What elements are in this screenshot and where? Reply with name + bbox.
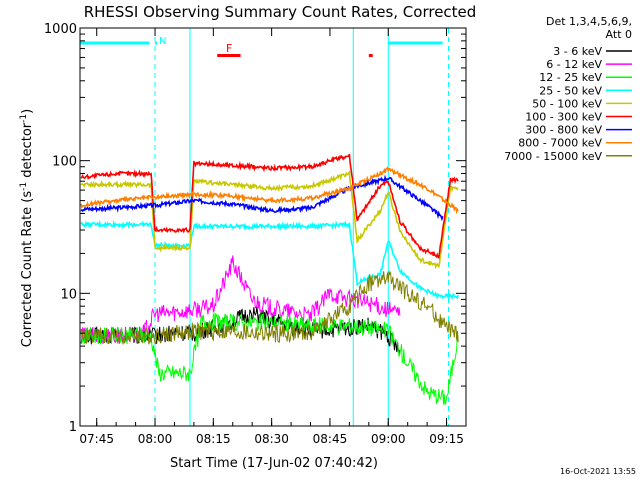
legend-label: 50 - 100 keV (532, 97, 602, 110)
legend-label: 3 - 6 keV (553, 45, 602, 58)
flare-annotation: F (226, 42, 232, 55)
legend-label: 12 - 25 keV (539, 71, 602, 84)
legend-label: 6 - 12 keV (546, 58, 602, 71)
night-annotation: N (159, 36, 166, 47)
legend-label: 25 - 50 keV (539, 84, 602, 97)
x-tick-label: 08:30 (254, 432, 289, 446)
legend-label: 300 - 800 keV (525, 124, 602, 137)
legend-label: 100 - 300 keV (525, 111, 602, 124)
plot-frame (79, 27, 467, 427)
legend-label: 800 - 7000 keV (518, 137, 602, 150)
x-tick-label: 07:45 (79, 432, 114, 446)
y-axis-label-part3: ) (20, 109, 35, 114)
y-axis: 1 10 100 1000 (44, 22, 466, 435)
footer-date: 16-Oct-2021 13:55 (560, 467, 636, 476)
series-line-7000-15000-kev (80, 270, 459, 345)
y-axis-label-part2: detector (20, 122, 35, 182)
series-line-50-100-kev (80, 170, 459, 269)
y-axis-label-part1: Corrected Count Rate (s (20, 191, 35, 348)
y-tick-label: 10 (60, 287, 77, 302)
y-axis-label-sup2: -1 (19, 114, 29, 123)
x-tick-label: 09:15 (429, 432, 464, 446)
x-axis: 07:45 08:00 08:15 08:30 08:45 09:00 09:15 (79, 28, 467, 446)
x-tick-label: 08:45 (313, 432, 348, 446)
y-tick-label: 1000 (44, 22, 77, 37)
x-axis-label: Start Time (17-Jun-02 07:40:42) (170, 456, 378, 471)
series-line-100-300-kev (80, 153, 459, 260)
x-tick-label: 08:15 (196, 432, 231, 446)
y-axis-label: Corrected Count Rate (s-1 detector-1) (19, 109, 35, 347)
series-line-12-25-kev (80, 311, 459, 406)
bars-layer (80, 41, 443, 58)
series-layer (80, 153, 459, 406)
y-tick-label: 100 (52, 155, 77, 170)
series-line-25-50-kev (80, 219, 459, 301)
y-tick-label: 1 (69, 420, 77, 435)
legend-header-attenuator: Att 0 (606, 28, 632, 41)
legend-label: 7000 - 15000 keV (504, 150, 602, 163)
plot-area (80, 28, 459, 426)
y-axis-label-sup1: -1 (19, 182, 29, 191)
series-line-800-7000-kev (80, 166, 459, 215)
series-line-300-800-kev (80, 174, 444, 222)
chart-title: RHESSI Observing Summary Count Rates, Co… (84, 3, 477, 21)
legend-header-detectors: Det 1,3,4,5,6,9, (546, 15, 632, 28)
x-tick-label: 09:00 (371, 432, 406, 446)
x-tick-label: 08:00 (138, 432, 173, 446)
